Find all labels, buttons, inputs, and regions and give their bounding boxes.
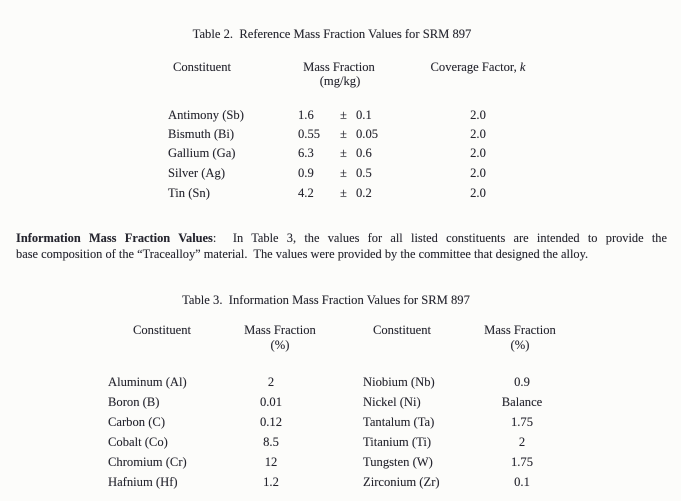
value-cell: 6.3	[298, 146, 314, 160]
uncertainty-cell: 0.1	[356, 108, 372, 122]
value-cell: 0.55	[298, 127, 321, 141]
plus-minus-symbol: ±	[340, 166, 347, 180]
constituent-cell: Tungsten (W)	[363, 455, 433, 469]
value-cell: 0.01	[259, 395, 283, 409]
value-cell: 2	[267, 375, 275, 389]
value-cell: 8.5	[263, 435, 279, 449]
constituent-cell: Niobium (Nb)	[363, 375, 435, 389]
constituent-cell: Bismuth (Bi)	[168, 127, 235, 141]
info-paragraph-line1: Information Mass Fraction Values: In Tab…	[16, 231, 667, 246]
constituent-cell: Tantalum (Ta)	[363, 415, 435, 429]
uncertainty-cell: 0.5	[356, 166, 372, 180]
table2-header-coverage-factor: Coverage Factor, k	[431, 60, 526, 74]
table2-row: Bismuth (Bi) 0.55 ± 0.05 2.0	[0, 127, 681, 141]
value-cell: 0.9	[298, 166, 314, 180]
coverage-factor-cell: 2.0	[470, 108, 486, 122]
value-cell: 0.9	[514, 375, 530, 389]
plus-minus-symbol: ±	[340, 127, 347, 141]
table3-header-unit-right: (%)	[510, 338, 530, 352]
table3-header-constituent-right: Constituent	[372, 323, 432, 337]
table2-header-mass-fraction-unit: (mg/kg)	[319, 74, 361, 88]
constituent-cell: Tin (Sn)	[168, 186, 210, 200]
coverage-factor-k-symbol: k	[519, 60, 526, 74]
value-cell: 0.1	[514, 475, 530, 489]
constituent-cell: Silver (Ag)	[168, 166, 226, 180]
table3-header-mass-fraction-right: Mass Fraction	[484, 323, 556, 337]
table3-title: Table 3. Information Mass Fraction Value…	[182, 293, 470, 307]
table2-header-mass-fraction: Mass Fraction	[303, 60, 375, 74]
table2-header-constituent: Constituent	[172, 60, 232, 74]
coverage-factor-label: Coverage Factor,	[430, 60, 520, 74]
value-cell: 4.2	[298, 186, 314, 200]
constituent-cell: Boron (B)	[108, 395, 160, 409]
coverage-factor-cell: 2.0	[470, 186, 486, 200]
value-cell: 1.2	[263, 475, 279, 489]
value-cell: 1.75	[510, 415, 534, 429]
table2-title: Table 2. Reference Mass Fraction Values …	[192, 27, 472, 41]
plus-minus-symbol: ±	[340, 146, 347, 160]
constituent-cell: Chromium (Cr)	[108, 455, 187, 469]
table3-row: Carbon (C) 0.12 Tantalum (Ta) 1.75	[0, 415, 681, 429]
constituent-cell: Antimony (Sb)	[168, 108, 244, 122]
table3-header-constituent-left: Constituent	[132, 323, 192, 337]
constituent-cell: Carbon (C)	[108, 415, 166, 429]
value-cell: Balance	[501, 395, 543, 409]
uncertainty-cell: 0.05	[356, 127, 379, 141]
constituent-cell: Aluminum (Al)	[108, 375, 187, 389]
plus-minus-symbol: ±	[340, 186, 347, 200]
table3-row: Aluminum (Al) 2 Niobium (Nb) 0.9	[0, 375, 681, 389]
table3-header-unit-left: (%)	[270, 338, 290, 352]
coverage-factor-cell: 2.0	[470, 127, 486, 141]
constituent-cell: Gallium (Ga)	[168, 146, 236, 160]
table2-row: Tin (Sn) 4.2 ± 0.2 2.0	[0, 186, 681, 200]
table3-row: Hafnium (Hf) 1.2 Zirconium (Zr) 0.1	[0, 475, 681, 489]
uncertainty-cell: 0.2	[356, 186, 372, 200]
constituent-cell: Titanium (Ti)	[363, 435, 432, 449]
table3-row: Chromium (Cr) 12 Tungsten (W) 1.75	[0, 455, 681, 469]
info-paragraph-bold-lead: Information Mass Fraction Values	[16, 231, 213, 245]
constituent-cell: Hafnium (Hf)	[108, 475, 178, 489]
value-cell: 1.75	[510, 455, 534, 469]
value-cell: 1.6	[298, 108, 314, 122]
plus-minus-symbol: ±	[340, 108, 347, 122]
constituent-cell: Cobalt (Co)	[108, 435, 168, 449]
table2-row: Gallium (Ga) 6.3 ± 0.6 2.0	[0, 146, 681, 160]
info-paragraph-text: : In Table 3, the values for all listed …	[212, 231, 667, 245]
info-paragraph-line2: base composition of the “Tracealloy” mat…	[16, 247, 589, 261]
table2-row: Antimony (Sb) 1.6 ± 0.1 2.0	[0, 108, 681, 122]
value-cell: 0.12	[259, 415, 283, 429]
constituent-cell: Zirconium (Zr)	[363, 475, 440, 489]
value-cell: 2	[518, 435, 526, 449]
coverage-factor-cell: 2.0	[470, 166, 486, 180]
coverage-factor-cell: 2.0	[470, 146, 486, 160]
uncertainty-cell: 0.6	[356, 146, 372, 160]
table2-row: Silver (Ag) 0.9 ± 0.5 2.0	[0, 166, 681, 180]
value-cell: 12	[264, 455, 278, 469]
table3-row: Boron (B) 0.01 Nickel (Ni) Balance	[0, 395, 681, 409]
table3-row: Cobalt (Co) 8.5 Titanium (Ti) 2	[0, 435, 681, 449]
constituent-cell: Nickel (Ni)	[363, 395, 421, 409]
table3-header-mass-fraction-left: Mass Fraction	[244, 323, 316, 337]
